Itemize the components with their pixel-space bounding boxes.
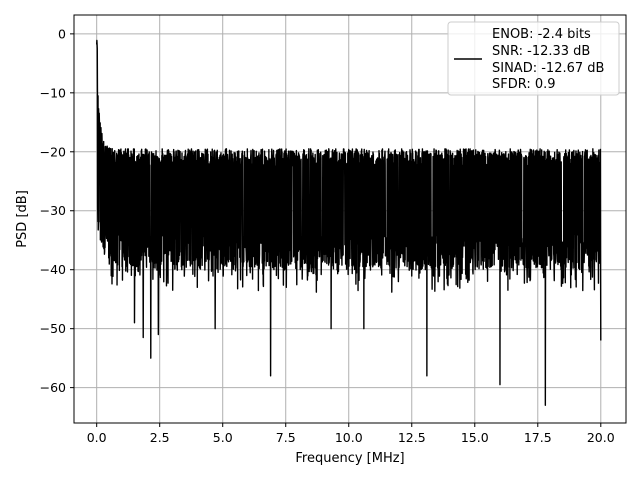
legend-line-1: ENOB: -2.4 bits — [492, 27, 591, 42]
y-tick-label: −60 — [40, 380, 66, 395]
x-tick-label: 7.5 — [276, 430, 296, 445]
x-axis-label: Frequency [MHz] — [295, 451, 404, 466]
axes-frame — [73, 14, 627, 424]
y-tick-label: −20 — [40, 144, 66, 159]
x-tick-label: 15.0 — [461, 430, 489, 445]
y-tick-label: −10 — [40, 85, 66, 100]
legend-frame — [447, 21, 620, 96]
x-tick-label: 12.5 — [398, 430, 426, 445]
series-layer — [95, 39, 602, 407]
psd-series-line — [95, 39, 602, 407]
legend-line-3: SINAD: -12.67 dB — [492, 61, 604, 76]
y-tick-label: −50 — [40, 321, 66, 336]
x-axis-ticks: 0.0 2.5 5.0 7.5 10.0 12.5 15.0 17.5 20.0 — [87, 423, 615, 445]
legend: ENOB: -2.4 bits SNR: -12.33 dB SINAD: -1… — [447, 21, 620, 96]
x-tick-label: 5.0 — [213, 430, 233, 445]
x-tick-label: 10.0 — [335, 430, 363, 445]
legend-line-4: SFDR: 0.9 — [492, 77, 556, 92]
x-tick-label: 2.5 — [150, 430, 170, 445]
x-tick-label: 17.5 — [524, 430, 552, 445]
y-tick-label: −40 — [40, 262, 66, 277]
x-tick-label: 0.0 — [87, 430, 107, 445]
y-axis-ticks: 0 −10 −20 −30 −40 −50 −60 — [40, 26, 74, 395]
y-tick-label: −30 — [40, 203, 66, 218]
y-tick-label: 0 — [58, 26, 66, 41]
y-axis-label: PSD [dB] — [15, 190, 30, 248]
legend-line-2: SNR: -12.33 dB — [492, 44, 590, 59]
x-tick-label: 20.0 — [587, 430, 615, 445]
